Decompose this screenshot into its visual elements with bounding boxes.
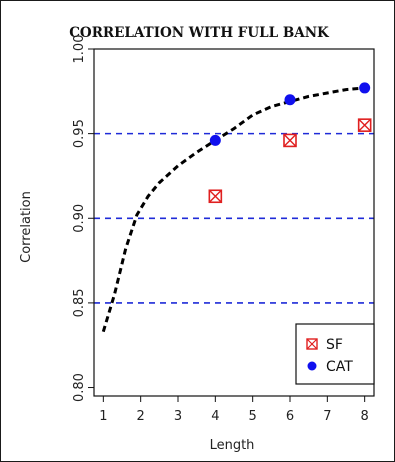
- x-tick-label: 1: [99, 409, 107, 424]
- cat-point-0: [209, 134, 221, 146]
- y-tick-label: 1.00: [72, 35, 87, 64]
- legend-sf-marker: [306, 338, 318, 350]
- x-tick-label: 5: [249, 409, 257, 424]
- sf-point-0: [208, 189, 223, 204]
- sf-point-0-cross-b: [208, 189, 222, 203]
- sf-point-1-box: [283, 133, 297, 148]
- sf-point-1-cross-b: [283, 133, 297, 147]
- x-tick-label: 3: [174, 409, 182, 424]
- sf-point-2: [357, 118, 372, 132]
- x-tick-label: 8: [361, 409, 369, 424]
- fit-curve: [101, 86, 365, 333]
- cat-point-1: [284, 94, 296, 106]
- x-tick-label: 6: [286, 409, 294, 424]
- legend-sf-label: SF: [326, 337, 343, 353]
- sf-point-2-cross-b: [358, 118, 372, 132]
- legend-sf-marker-box: [306, 338, 318, 350]
- legend-cat-label: CAT: [326, 359, 353, 375]
- sf-point-1: [283, 133, 297, 148]
- x-axis-title: Length: [210, 438, 255, 453]
- y-tick-label: 0.85: [72, 288, 87, 317]
- chart-title: CORRELATION WITH FULL BANK: [69, 25, 330, 41]
- x-tick-label: 7: [323, 409, 331, 424]
- legend-cat-marker: [307, 361, 317, 371]
- plot-area: 1 2 3 4 5 6 7 8 0.80 0.85 0.90 0.95 1.00 SF CAT: [72, 35, 375, 424]
- x-tick-label: 2: [137, 409, 145, 424]
- x-tick-label: 4: [211, 409, 219, 424]
- plot-frame: [93, 48, 375, 397]
- legend-sf-marker-cross-b: [306, 338, 318, 350]
- sf-point-0-box: [208, 189, 223, 204]
- sf-point-2-box: [357, 118, 372, 132]
- cat-point-2: [359, 82, 371, 94]
- y-tick-label: 0.95: [72, 119, 87, 148]
- legend-box: [295, 323, 375, 385]
- y-axis-title: Correlation: [19, 191, 34, 263]
- y-tick-label: 0.80: [72, 373, 87, 402]
- y-tick-label: 0.90: [72, 204, 87, 233]
